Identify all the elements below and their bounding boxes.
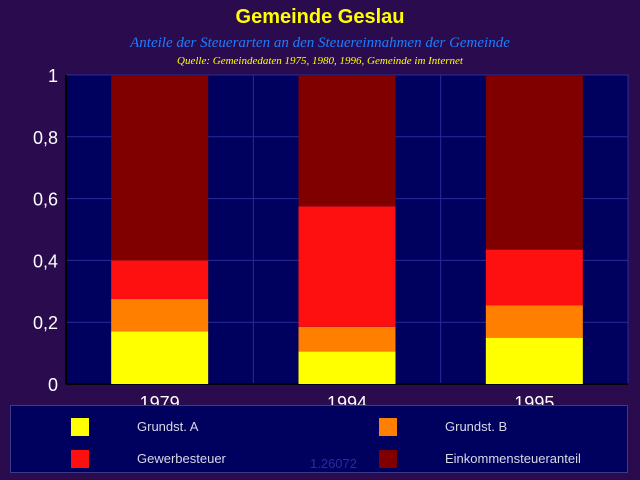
- y-tick-label: 0,4: [33, 251, 58, 271]
- y-tick-label: 1: [48, 66, 58, 86]
- bar-segment-1979-3: [111, 260, 209, 300]
- bar-segment-1979-1: [111, 331, 209, 384]
- legend-swatch: [379, 418, 397, 436]
- legend-swatch: [71, 418, 89, 436]
- legend-label: Gewerbesteuer: [137, 451, 226, 466]
- y-tick-label: 0,8: [33, 128, 58, 148]
- legend-swatch: [71, 450, 89, 468]
- legend-label: Grundst. B: [445, 419, 508, 434]
- bar-segment-1994-3: [298, 206, 396, 327]
- bar-segment-1994-4: [298, 75, 396, 207]
- legend-label: Grundst. A: [137, 419, 199, 434]
- y-tick-label: 0: [48, 375, 58, 395]
- chart-title: Gemeinde Geslau: [235, 6, 405, 28]
- y-tick-label: 0,6: [33, 190, 58, 210]
- legend-swatch: [379, 450, 397, 468]
- bar-segment-1994-2: [298, 326, 396, 352]
- y-tick-label: 0,2: [33, 313, 58, 333]
- bar-segment-1979-4: [111, 75, 209, 261]
- chart-legend: Grundst. A Grundst. B Gewerbesteuer Einkomm…: [10, 405, 628, 473]
- bar-segment-1979-2: [111, 299, 209, 332]
- bar-segment-1995-4: [485, 75, 583, 250]
- bar-segment-1995-2: [485, 305, 583, 338]
- bar-segment-1995-3: [485, 249, 583, 306]
- legend-label: Einkommensteueranteil: [445, 451, 581, 466]
- chart-subtitle: Anteile der Steuerarten an den Steuerein…: [130, 35, 510, 51]
- watermark-text: 1.26072: [310, 456, 357, 471]
- bar-segment-1995-1: [485, 337, 583, 384]
- chart-source-note: Quelle: Gemeindedaten 1975, 1980, 1996, …: [177, 55, 463, 67]
- bar-segment-1994-1: [298, 351, 396, 384]
